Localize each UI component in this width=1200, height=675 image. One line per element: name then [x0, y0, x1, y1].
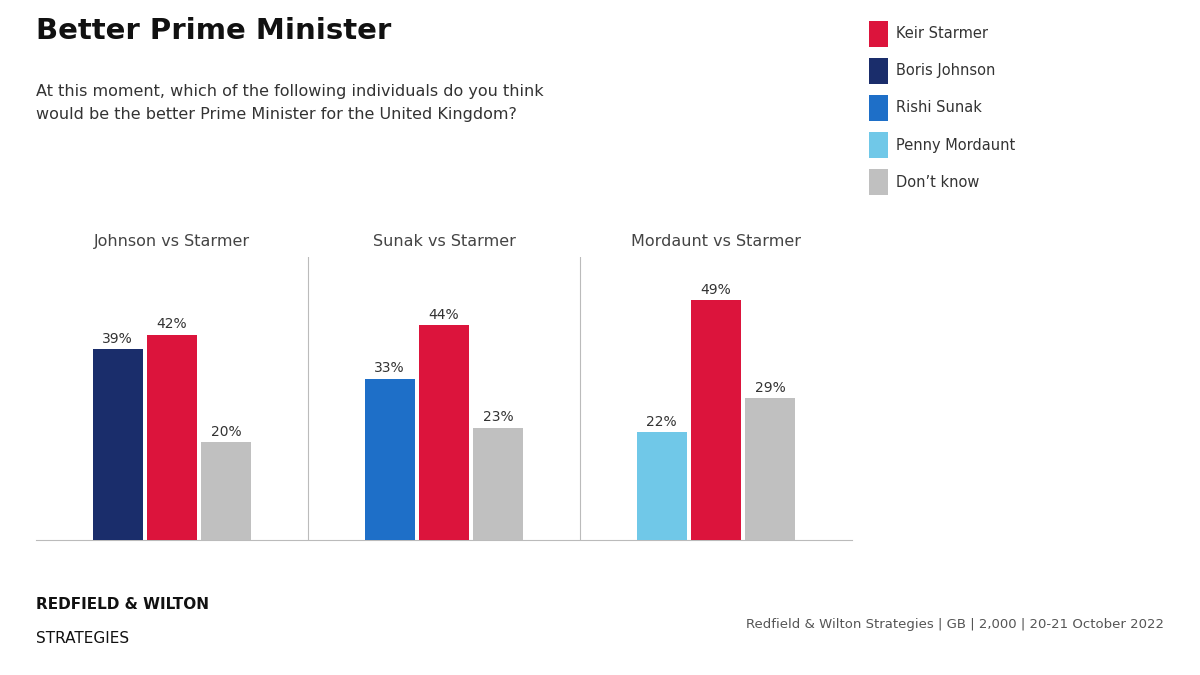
Text: Mordaunt vs Starmer: Mordaunt vs Starmer: [631, 234, 802, 249]
Bar: [473, 427, 523, 540]
Text: Boris Johnson: Boris Johnson: [896, 63, 996, 78]
Text: 29%: 29%: [755, 381, 786, 395]
Text: Redfield & Wilton Strategies | GB | 2,000 | 20-21 October 2022: Redfield & Wilton Strategies | GB | 2,00…: [746, 618, 1164, 630]
Text: 33%: 33%: [374, 361, 404, 375]
Text: Sunak vs Starmer: Sunak vs Starmer: [372, 234, 516, 249]
Text: REDFIELD & WILTON: REDFIELD & WILTON: [36, 597, 209, 612]
Text: 39%: 39%: [102, 332, 133, 346]
Bar: [636, 433, 686, 540]
Text: Johnson vs Starmer: Johnson vs Starmer: [94, 234, 250, 249]
Text: 20%: 20%: [211, 425, 241, 439]
Text: 44%: 44%: [428, 308, 460, 321]
Text: Better Prime Minister: Better Prime Minister: [36, 17, 391, 45]
Bar: [146, 335, 197, 540]
Text: At this moment, which of the following individuals do you think
would be the bet: At this moment, which of the following i…: [36, 84, 544, 122]
Text: 49%: 49%: [701, 283, 731, 297]
Bar: [365, 379, 415, 540]
Bar: [691, 300, 742, 540]
Text: Don’t know: Don’t know: [896, 175, 979, 190]
Text: Penny Mordaunt: Penny Mordaunt: [896, 138, 1015, 153]
Bar: [202, 442, 252, 540]
Bar: [419, 325, 469, 540]
Text: 42%: 42%: [157, 317, 187, 331]
Text: Rishi Sunak: Rishi Sunak: [896, 101, 983, 115]
Text: STRATEGIES: STRATEGIES: [36, 631, 130, 646]
Bar: [92, 350, 143, 540]
Bar: [745, 398, 796, 540]
Text: Keir Starmer: Keir Starmer: [896, 26, 989, 41]
Text: 22%: 22%: [647, 415, 677, 429]
Text: 23%: 23%: [484, 410, 514, 424]
